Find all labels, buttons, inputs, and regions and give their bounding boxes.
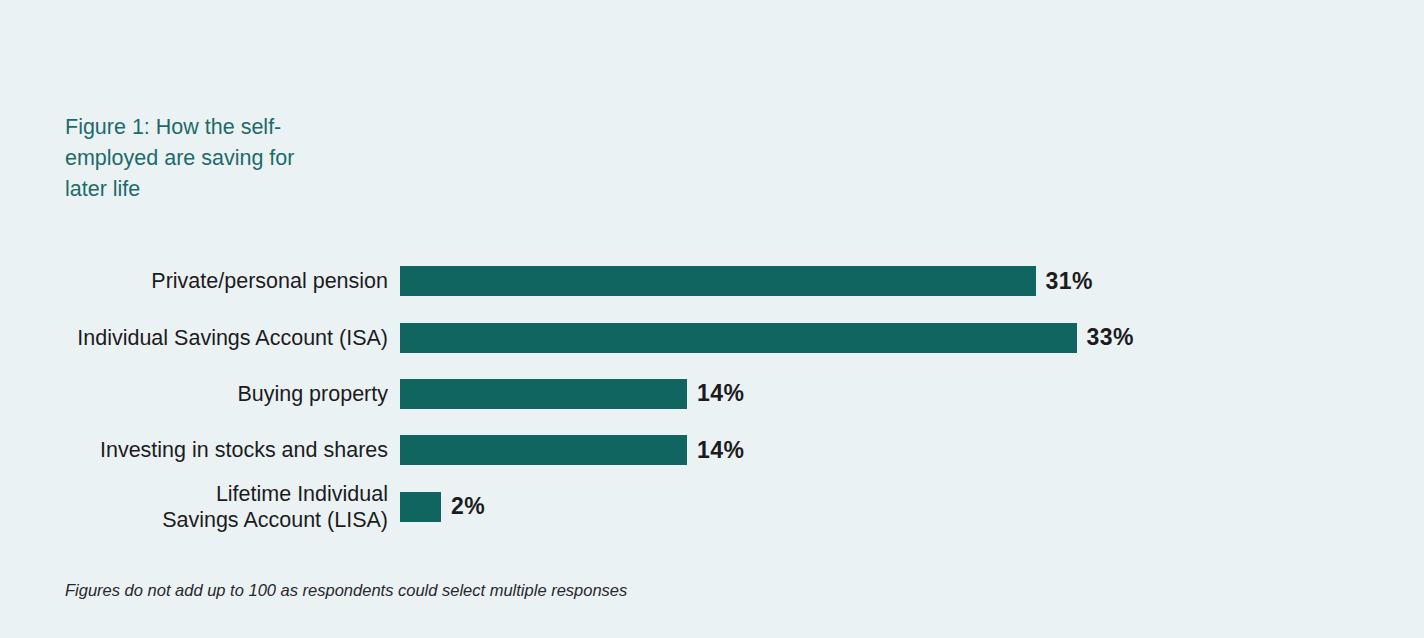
category-label: Individual Savings Account (ISA)	[65, 325, 388, 351]
bar-chart: Private/personal pension 31% Individual Sa…	[65, 253, 1365, 535]
chart-footnote: Figures do not add up to 100 as responde…	[65, 581, 627, 600]
bar	[400, 323, 1077, 353]
value-label: 2%	[451, 493, 485, 520]
bar	[400, 435, 687, 465]
bar	[400, 492, 441, 522]
value-label: 31%	[1046, 268, 1094, 295]
category-label: Lifetime Individual Savings Account (LIS…	[65, 481, 388, 533]
value-label: 33%	[1087, 324, 1135, 351]
bar-row: Lifetime Individual Savings Account (LIS…	[65, 479, 1365, 535]
bar	[400, 379, 687, 409]
value-label: 14%	[697, 380, 745, 407]
bar-rows: Private/personal pension 31% Individual Sa…	[65, 253, 1365, 535]
bar-row: Private/personal pension 31%	[65, 253, 1365, 309]
figure-title: Figure 1: How the self- employed are sav…	[65, 112, 294, 205]
category-label: Buying property	[65, 381, 388, 407]
bar-row: Investing in stocks and shares 14%	[65, 422, 1365, 478]
bar-row: Buying property 14%	[65, 366, 1365, 422]
bar	[400, 266, 1036, 296]
value-label: 14%	[697, 437, 745, 464]
category-label: Private/personal pension	[65, 268, 388, 294]
chart-canvas: Figure 1: How the self- employed are sav…	[0, 0, 1424, 638]
bar-row: Individual Savings Account (ISA) 33%	[65, 309, 1365, 365]
category-label: Investing in stocks and shares	[65, 437, 388, 463]
